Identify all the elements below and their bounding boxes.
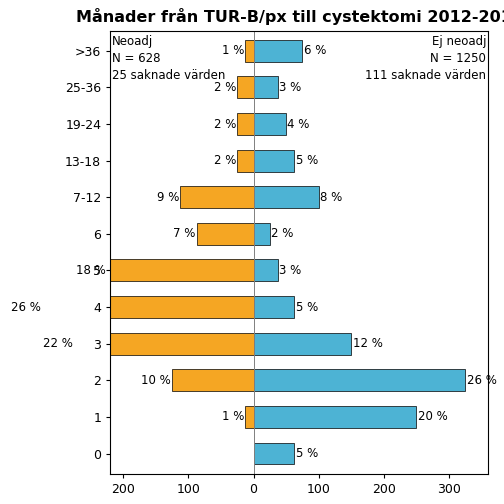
Text: 4 %: 4 %	[287, 117, 310, 131]
Bar	[75, 333, 254, 355]
Bar	[107, 260, 254, 281]
Text: 7 %: 7 %	[173, 227, 195, 240]
Text: 1 %: 1 %	[222, 410, 244, 423]
Bar	[254, 40, 302, 62]
Bar	[254, 113, 286, 135]
Text: 5 %: 5 %	[295, 447, 318, 460]
Text: 2 %: 2 %	[214, 81, 236, 94]
Text: 5 %: 5 %	[295, 300, 318, 313]
Text: 26 %: 26 %	[467, 374, 496, 387]
Bar	[254, 296, 294, 318]
Title: Månader från TUR-B/px till cystektomi 2012-2016: Månader från TUR-B/px till cystektomi 20…	[76, 9, 504, 25]
Bar	[180, 186, 254, 208]
Text: Neoadj
N = 628
25 saknade värden: Neoadj N = 628 25 saknade värden	[112, 35, 225, 82]
Bar	[42, 296, 254, 318]
Bar	[254, 223, 270, 245]
Bar	[245, 406, 254, 428]
Text: 5 %: 5 %	[295, 154, 318, 167]
Text: 2 %: 2 %	[214, 154, 236, 167]
Bar	[254, 443, 294, 465]
Bar	[254, 369, 465, 391]
Text: 22 %: 22 %	[43, 337, 73, 350]
Text: 10 %: 10 %	[141, 374, 171, 387]
Text: 9 %: 9 %	[157, 191, 179, 204]
Bar	[254, 333, 351, 355]
Bar	[254, 186, 319, 208]
Bar	[237, 150, 254, 172]
Bar	[237, 77, 254, 98]
Text: 2 %: 2 %	[214, 117, 236, 131]
Text: 18 %: 18 %	[76, 264, 106, 277]
Text: 3 %: 3 %	[279, 81, 301, 94]
Text: 8 %: 8 %	[320, 191, 342, 204]
Text: 2 %: 2 %	[271, 227, 293, 240]
Text: 3 %: 3 %	[279, 264, 301, 277]
Bar	[197, 223, 254, 245]
Bar	[254, 150, 294, 172]
Text: Ej neoadj
N = 1250
111 saknade värden: Ej neoadj N = 1250 111 saknade värden	[365, 35, 486, 82]
Bar	[245, 40, 254, 62]
Text: 6 %: 6 %	[304, 44, 326, 57]
Text: 20 %: 20 %	[418, 410, 448, 423]
Bar	[254, 406, 416, 428]
Bar	[237, 113, 254, 135]
Text: 26 %: 26 %	[11, 300, 41, 313]
Bar	[172, 369, 254, 391]
Text: 12 %: 12 %	[352, 337, 383, 350]
Bar	[254, 77, 278, 98]
Bar	[254, 260, 278, 281]
Text: 1 %: 1 %	[222, 44, 244, 57]
